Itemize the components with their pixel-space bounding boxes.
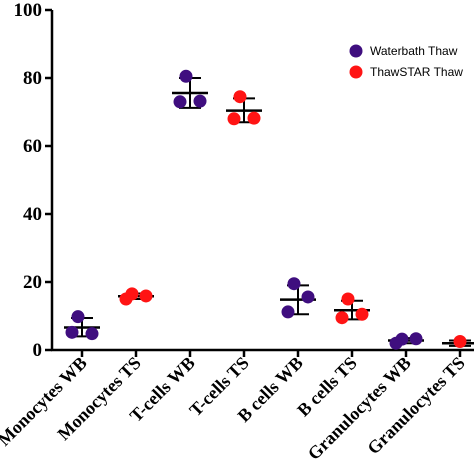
legend[interactable]: Waterbath Thaw ThawSTAR Thaw (349, 44, 464, 79)
data-point (179, 69, 193, 83)
data-points (65, 69, 467, 350)
data-point (247, 111, 261, 125)
category-label: Monocytes WB (0, 353, 91, 450)
error-bars (64, 77, 474, 347)
data-point (281, 305, 295, 319)
data-point (193, 94, 207, 108)
data-point (233, 90, 247, 104)
data-point (389, 336, 403, 350)
y-tick-label: 100 (14, 0, 43, 21)
y-tick-label: 60 (23, 136, 42, 157)
data-point (65, 325, 79, 339)
legend-marker (349, 65, 363, 79)
data-point (453, 335, 467, 348)
data-point (287, 277, 301, 291)
y-tick-label: 0 (33, 340, 43, 361)
data-point (85, 327, 99, 341)
data-point (301, 290, 315, 304)
y-axis: 0 20 40 60 80 100 (14, 0, 54, 361)
data-point (227, 112, 241, 126)
data-point (409, 332, 423, 346)
data-point (173, 95, 187, 109)
y-tick-label: 40 (23, 204, 42, 225)
data-point (139, 289, 153, 303)
y-tick-label: 80 (23, 68, 42, 89)
data-point (335, 311, 349, 325)
data-point (119, 292, 133, 306)
legend-marker (349, 44, 363, 58)
data-point (355, 307, 369, 321)
category-label: Granulocytes TS (363, 353, 468, 458)
x-axis (51, 348, 474, 357)
data-point (71, 310, 85, 324)
data-point (341, 292, 355, 306)
legend-label: Waterbath Thaw (370, 44, 458, 58)
legend-label: ThawSTAR Thaw (370, 65, 463, 79)
y-tick-label: 20 (23, 272, 42, 293)
